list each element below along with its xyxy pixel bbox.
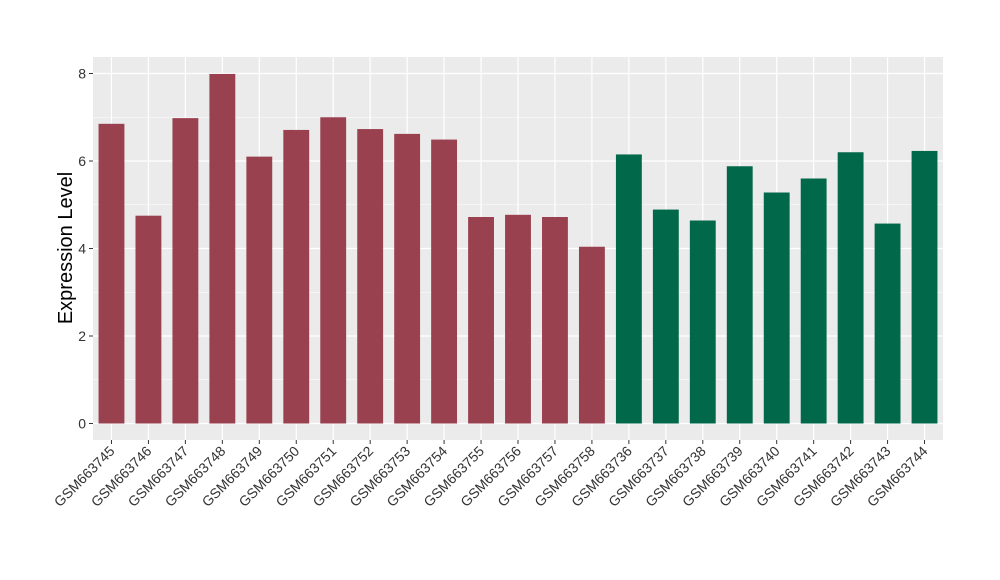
bar-GSM663749 — [246, 156, 273, 424]
bars — [98, 73, 938, 424]
bar-GSM663756 — [505, 214, 531, 424]
bar-GSM663737 — [652, 209, 679, 424]
bar-GSM663743 — [874, 223, 901, 424]
bar-GSM663745 — [98, 123, 125, 424]
bar-GSM663757 — [542, 217, 568, 424]
bar-GSM663742 — [837, 152, 864, 424]
bar-GSM663754 — [431, 139, 458, 424]
y-axis-title: Expression Level — [55, 172, 77, 324]
bar-GSM663750 — [283, 129, 310, 424]
bar-GSM663744 — [911, 150, 938, 424]
bar-GSM663752 — [357, 129, 384, 424]
bar-GSM663736 — [615, 154, 642, 424]
bar-GSM663739 — [726, 166, 753, 424]
x-axis: GSM663745GSM663746GSM663747GSM663748GSM6… — [51, 440, 931, 510]
bar-GSM663751 — [320, 117, 347, 424]
bar-GSM663738 — [689, 220, 716, 424]
y-tick-label: 2 — [78, 328, 86, 344]
bar-GSM663747 — [172, 118, 199, 424]
bar-GSM663741 — [800, 178, 827, 424]
bar-GSM663740 — [763, 192, 790, 424]
bar-GSM663753 — [394, 133, 421, 424]
bar-GSM663755 — [468, 217, 494, 424]
bar-GSM663748 — [209, 73, 236, 424]
y-axis: 0 2 4 6 8 — [78, 66, 93, 432]
y-tick-label: 8 — [78, 66, 86, 82]
bar-GSM663746 — [135, 215, 162, 424]
bar-GSM663758 — [578, 246, 605, 424]
y-tick-label: 6 — [78, 153, 86, 169]
y-tick-label: 0 — [78, 416, 86, 432]
y-tick-label: 4 — [78, 241, 86, 257]
